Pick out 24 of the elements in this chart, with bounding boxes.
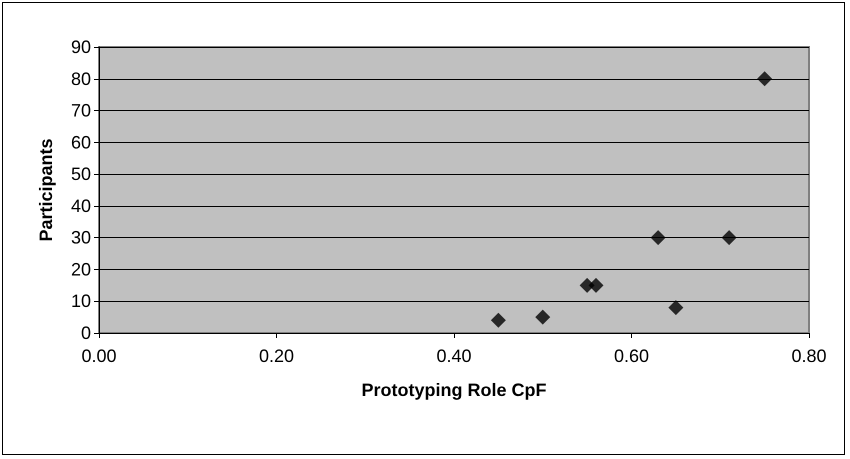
x-tick-label: 0.20 (258, 346, 294, 366)
x-tick-label: 0.00 (81, 346, 117, 366)
x-tick-label: 0.80 (791, 346, 827, 366)
y-tick-label: 30 (70, 228, 91, 248)
point (535, 310, 550, 325)
x-tick-label: 0.40 (436, 346, 472, 366)
y-tick-label: 50 (70, 164, 91, 184)
point (650, 230, 666, 246)
y-tick-label: 0 (80, 323, 91, 343)
x-tick-label: 0.60 (614, 346, 650, 366)
point (668, 300, 684, 316)
y-tick-label: 20 (70, 259, 91, 280)
point (757, 71, 772, 86)
y-tick-label: 80 (70, 68, 91, 89)
point (588, 278, 604, 293)
y-tick-label: 60 (70, 132, 91, 152)
point (490, 312, 506, 328)
y-tick-label: 90 (70, 37, 91, 57)
y-tick-label: 70 (70, 100, 91, 121)
y-tick-label: 40 (70, 196, 91, 216)
x-axis-title: Prototyping Role CpF (362, 380, 546, 400)
y-axis-title: Participants (36, 138, 56, 242)
point (722, 230, 737, 246)
y-tick-label: 10 (70, 291, 91, 312)
